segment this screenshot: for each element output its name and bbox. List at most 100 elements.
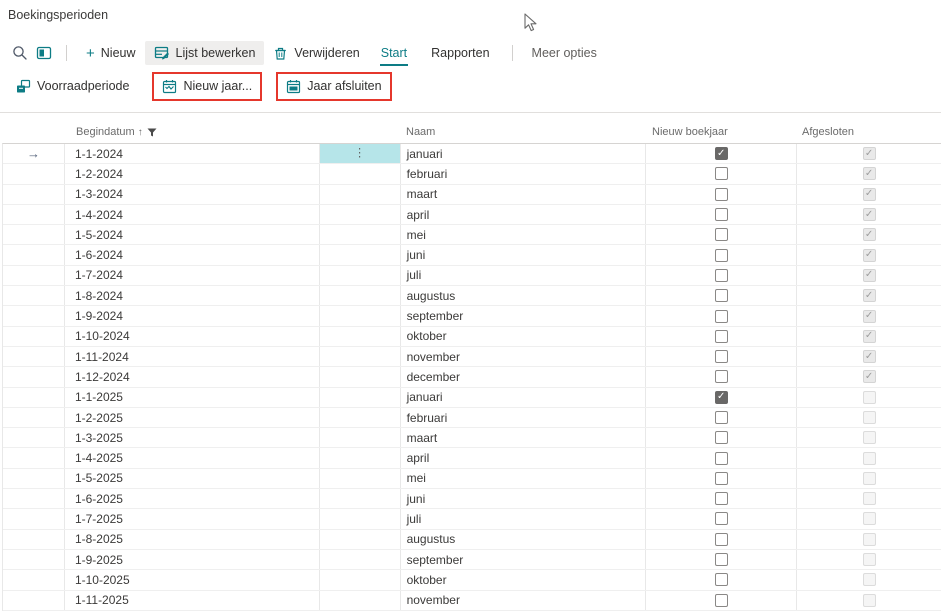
- naam-cell[interactable]: augustus: [401, 529, 647, 549]
- row-focus-cell[interactable]: [320, 245, 401, 265]
- begindatum-cell[interactable]: 1-8-2025: [65, 529, 320, 549]
- nieuw-boekjaar-cell[interactable]: [646, 529, 798, 549]
- table-row[interactable]: 1-11-2024 november: [3, 346, 941, 368]
- naam-cell[interactable]: mei: [401, 468, 647, 489]
- nieuw-boekjaar-cell[interactable]: [646, 286, 798, 306]
- nieuw-boekjaar-checkbox[interactable]: [714, 451, 728, 465]
- table-row[interactable]: 1-7-2024 juli: [3, 265, 941, 287]
- begindatum-cell[interactable]: 1-5-2024: [65, 225, 320, 245]
- begindatum-cell[interactable]: 1-9-2024: [65, 306, 320, 326]
- tab-start[interactable]: Start: [375, 42, 413, 66]
- begindatum-cell[interactable]: 1-1-2025: [65, 387, 320, 407]
- nieuw-boekjaar-checkbox[interactable]: [714, 329, 728, 343]
- nieuw-boekjaar-cell[interactable]: [646, 407, 798, 428]
- row-focus-cell[interactable]: [320, 570, 401, 590]
- naam-cell[interactable]: november: [401, 590, 647, 610]
- table-row[interactable]: 1-3-2024 maart: [3, 184, 941, 205]
- new-button[interactable]: + Nieuw: [77, 41, 145, 65]
- begindatum-cell[interactable]: 1-6-2025: [65, 489, 320, 509]
- nieuw-boekjaar-cell[interactable]: [646, 590, 798, 610]
- row-selector-cell[interactable]: [3, 204, 65, 225]
- row-focus-cell[interactable]: [320, 529, 401, 549]
- nieuw-boekjaar-cell[interactable]: [646, 570, 798, 590]
- naam-cell[interactable]: juli: [401, 265, 647, 286]
- table-row[interactable]: 1-10-2025 oktober: [3, 570, 941, 591]
- nieuw-boekjaar-checkbox[interactable]: [714, 248, 728, 262]
- row-selector-cell[interactable]: [3, 489, 65, 509]
- table-row[interactable]: → 1-1-2024 ⋮ januari: [3, 144, 941, 165]
- row-focus-cell[interactable]: [320, 326, 401, 346]
- table-row[interactable]: 1-11-2025 november: [3, 590, 941, 611]
- table-row[interactable]: 1-5-2024 mei: [3, 225, 941, 246]
- table-row[interactable]: 1-6-2025 juni: [3, 489, 941, 510]
- begindatum-cell[interactable]: 1-10-2024: [65, 326, 320, 346]
- naam-cell[interactable]: oktober: [401, 570, 647, 590]
- naam-cell[interactable]: januari: [401, 387, 647, 407]
- nieuw-boekjaar-checkbox[interactable]: [714, 289, 728, 303]
- begindatum-cell[interactable]: 1-3-2025: [65, 428, 320, 448]
- begindatum-cell[interactable]: 1-10-2025: [65, 570, 320, 590]
- header-afgesloten[interactable]: Afgesloten: [797, 121, 941, 143]
- row-options-ellipsis-icon[interactable]: ⋮: [354, 146, 366, 160]
- begindatum-cell[interactable]: 1-4-2024: [65, 204, 320, 225]
- nieuw-boekjaar-cell[interactable]: [646, 468, 798, 489]
- begindatum-cell[interactable]: 1-11-2024: [65, 346, 320, 367]
- table-row[interactable]: 1-4-2024 april: [3, 204, 941, 226]
- row-focus-cell[interactable]: ⋮: [319, 144, 401, 164]
- nieuw-boekjaar-checkbox[interactable]: [714, 431, 728, 445]
- table-row[interactable]: 1-5-2025 mei: [3, 468, 941, 490]
- row-focus-cell[interactable]: [320, 367, 401, 387]
- more-options-button[interactable]: Meer opties: [523, 41, 606, 65]
- row-focus-cell[interactable]: [320, 204, 401, 225]
- row-selector-cell[interactable]: [3, 549, 65, 570]
- nieuw-boekjaar-checkbox[interactable]: [714, 573, 728, 587]
- close-year-button[interactable]: Jaar afsluiten: [278, 74, 389, 99]
- naam-cell[interactable]: juli: [401, 509, 647, 529]
- row-focus-cell[interactable]: [320, 428, 401, 448]
- nieuw-boekjaar-cell[interactable]: [646, 245, 798, 265]
- row-focus-cell[interactable]: [320, 184, 401, 204]
- row-selector-cell[interactable]: [3, 184, 65, 204]
- nieuw-boekjaar-checkbox[interactable]: [714, 147, 728, 161]
- row-focus-cell[interactable]: [320, 286, 401, 306]
- nieuw-boekjaar-cell[interactable]: [646, 265, 798, 286]
- row-focus-cell[interactable]: [320, 306, 401, 326]
- nieuw-boekjaar-checkbox[interactable]: [714, 471, 728, 485]
- begindatum-cell[interactable]: 1-4-2025: [65, 448, 320, 468]
- nieuw-boekjaar-cell[interactable]: [646, 448, 798, 468]
- table-row[interactable]: 1-4-2025 april: [3, 448, 941, 469]
- row-selector-cell[interactable]: [3, 448, 65, 468]
- row-selector-cell[interactable]: [3, 570, 65, 590]
- begindatum-cell[interactable]: 1-11-2025: [65, 590, 320, 610]
- nieuw-boekjaar-cell[interactable]: [646, 428, 798, 448]
- row-selector-cell[interactable]: [3, 265, 65, 286]
- begindatum-cell[interactable]: 1-1-2024: [65, 144, 320, 164]
- header-naam[interactable]: Naam: [400, 121, 646, 143]
- row-selector-cell[interactable]: [3, 590, 65, 610]
- naam-cell[interactable]: juni: [401, 245, 647, 265]
- row-selector-cell[interactable]: [3, 367, 65, 387]
- nieuw-boekjaar-checkbox[interactable]: [714, 350, 728, 364]
- nieuw-boekjaar-cell[interactable]: [646, 489, 798, 509]
- row-selector-cell[interactable]: [3, 468, 65, 489]
- naam-cell[interactable]: april: [401, 448, 647, 468]
- row-focus-cell[interactable]: [320, 407, 401, 428]
- new-year-button[interactable]: Nieuw jaar...: [154, 74, 260, 99]
- row-selector-cell[interactable]: [3, 245, 65, 265]
- row-focus-cell[interactable]: [320, 448, 401, 468]
- row-focus-cell[interactable]: [320, 225, 401, 245]
- table-row[interactable]: 1-6-2024 juni: [3, 245, 941, 266]
- nieuw-boekjaar-checkbox[interactable]: [714, 167, 728, 181]
- nieuw-boekjaar-checkbox[interactable]: [714, 553, 728, 567]
- nieuw-boekjaar-checkbox[interactable]: [714, 268, 728, 282]
- header-nieuw-boekjaar[interactable]: Nieuw boekjaar: [646, 121, 797, 143]
- table-row[interactable]: 1-1-2025 januari: [3, 387, 941, 408]
- row-selector-cell[interactable]: [3, 407, 65, 428]
- nieuw-boekjaar-cell[interactable]: [646, 509, 798, 529]
- begindatum-cell[interactable]: 1-7-2025: [65, 509, 320, 529]
- delete-button[interactable]: Verwijderen: [264, 41, 368, 65]
- table-row[interactable]: 1-9-2025 september: [3, 549, 941, 571]
- nieuw-boekjaar-cell[interactable]: [646, 346, 798, 367]
- nieuw-boekjaar-cell[interactable]: [646, 367, 798, 387]
- row-focus-cell[interactable]: [320, 509, 401, 529]
